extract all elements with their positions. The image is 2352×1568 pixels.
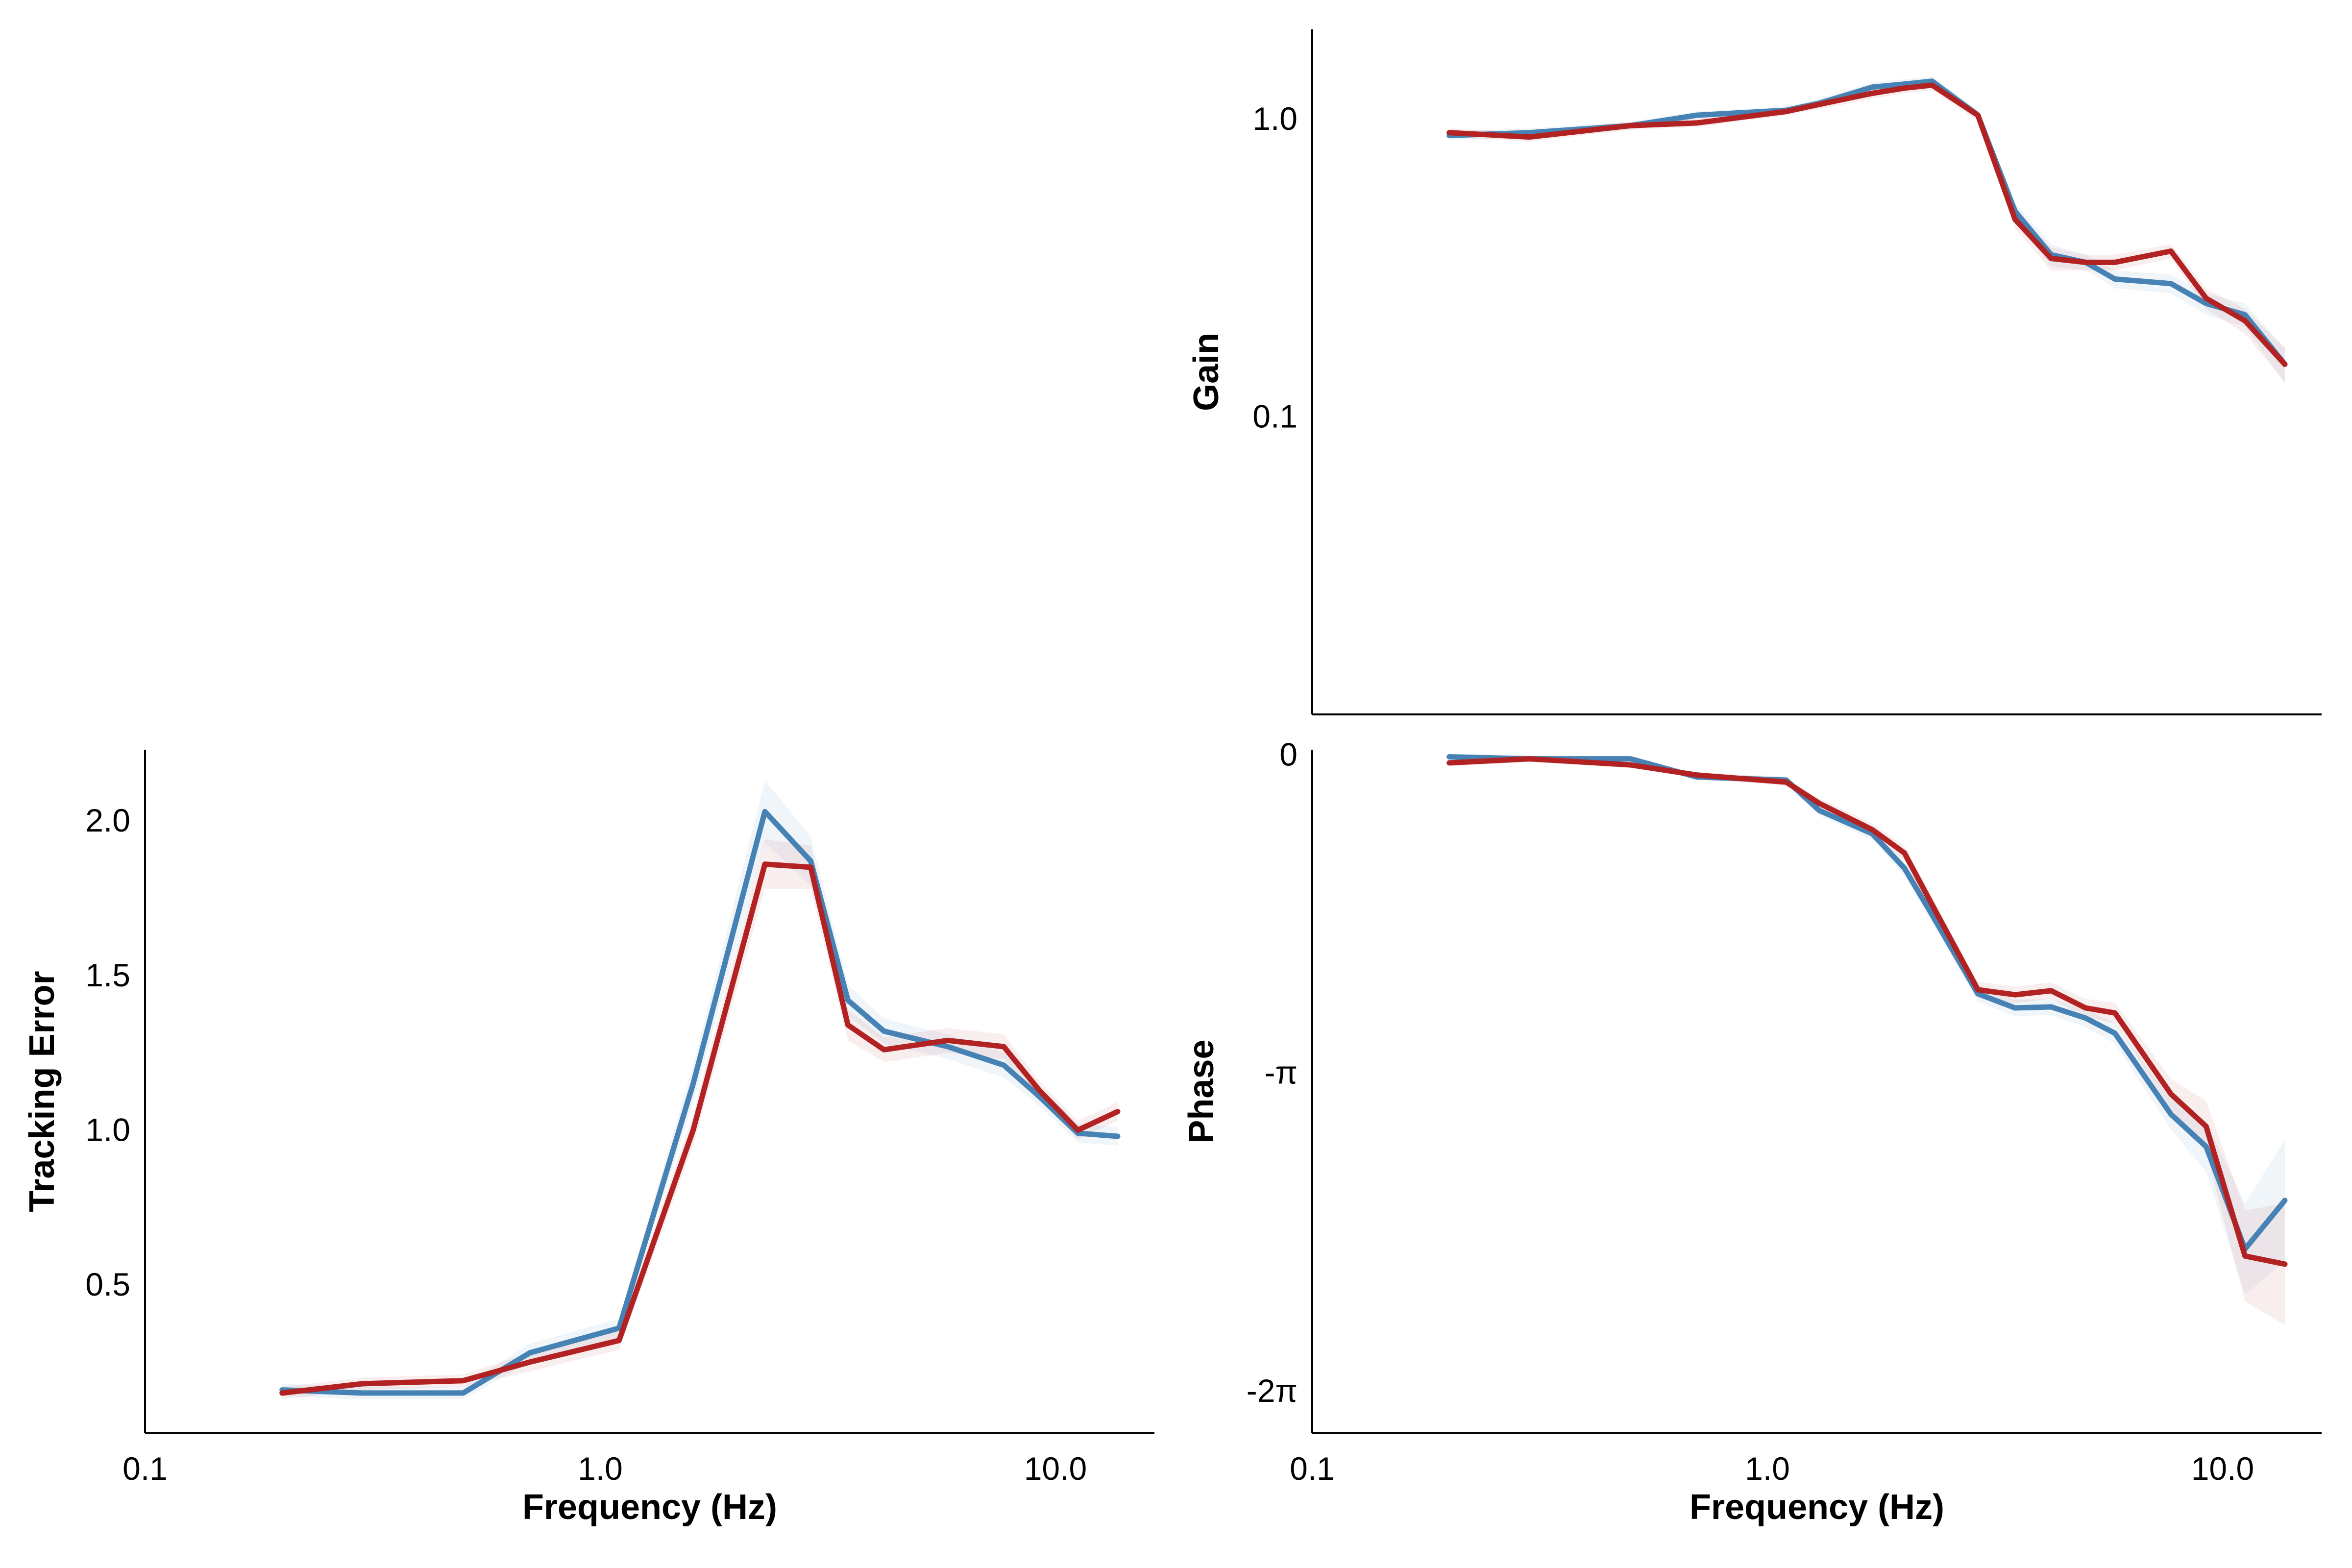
tracking-series-2-line [279,861,1121,1396]
phase-panel: 0 -π -2π 0.1 1.0 10.0 Frequency (Hz) Phase [1182,736,2322,1527]
phase-xtick-label: 1.0 [1745,1450,1790,1487]
gain-series-2-line [1446,82,2288,367]
gain-y-axis-title: Gain [1187,333,1226,411]
tracking-xtick-label: 10.0 [1024,1450,1087,1487]
gain-series-1-band [1449,76,2285,383]
phase-series-2-line [1446,756,2288,1267]
phase-ytick-label: -π [1264,1054,1298,1091]
gain-ytick-label: 0.1 [1252,398,1298,434]
phase-y-axis-title: Phase [1182,1039,1221,1143]
gain-panel: 0.1 1.0 Gain [1187,29,2322,715]
tracking-series-1-line [279,808,1121,1396]
phase-ytick-label: -2π [1247,1372,1298,1409]
tracking-x-axis-title: Frequency (Hz) [522,1488,777,1527]
tracking-panel: 0.5 1.0 1.5 2.0 0.1 1.0 10.0 Frequency (Hz) Trac… [23,750,1154,1527]
tracking-ytick-label: 1.0 [85,1111,130,1148]
phase-series-1-band [1449,754,2285,1295]
phase-x-axis-title: Frequency (Hz) [1690,1488,1944,1527]
gain-series-1-line [1446,78,2288,367]
tracking-series-2-band [282,839,1118,1399]
phase-xtick-label: 10.0 [2191,1450,2254,1487]
tracking-xtick-label: 0.1 [122,1450,168,1487]
phase-xtick-label: 0.1 [1290,1450,1335,1487]
tracking-ytick-label: 0.5 [85,1266,130,1302]
phase-series-1-line [1446,754,2288,1252]
tracking-ytick-label: 2.0 [85,802,130,838]
tracking-ytick-label: 1.5 [85,957,130,993]
phase-ytick-label: 0 [1279,736,1298,772]
tracking-y-axis-title: Tracking Error [23,971,62,1212]
gain-ytick-label: 1.0 [1252,100,1298,137]
phase-series-2-band [1449,756,2285,1325]
tracking-xtick-label: 1.0 [578,1450,623,1487]
